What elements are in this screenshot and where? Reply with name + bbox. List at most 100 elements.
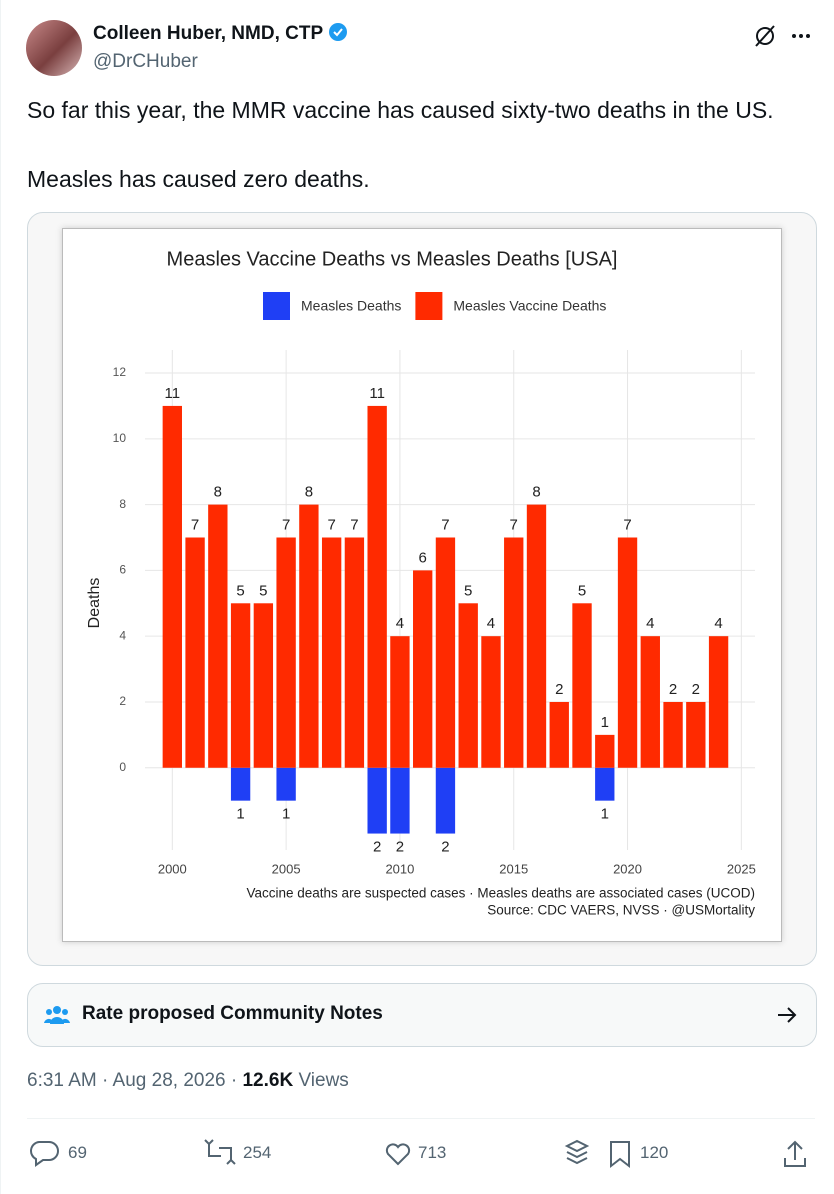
verified-badge: [329, 23, 348, 41]
value-label: 2: [396, 839, 404, 856]
value-label: 4: [396, 615, 404, 632]
bar: [549, 701, 569, 768]
bar: [617, 537, 638, 768]
chart-note: Source: CDC VAERS, NVSS · @USMortality: [487, 903, 755, 918]
avatar[interactable]: [26, 20, 82, 76]
community-notes-text[interactable]: Rate proposed Community Notes: [82, 1003, 383, 1024]
y-tick-label: 12: [113, 365, 127, 379]
bookmark-count: 120: [640, 1143, 669, 1162]
bar: [413, 570, 433, 768]
value-label: 1: [601, 806, 609, 823]
bar: [481, 636, 501, 768]
value-label: 6: [419, 549, 427, 566]
bar: [367, 767, 387, 834]
bar: [572, 603, 592, 768]
like-count: 713: [418, 1143, 447, 1162]
bar: [595, 734, 615, 768]
bar: [230, 603, 251, 768]
y-tick-label: 2: [119, 694, 126, 708]
views-label: Views: [298, 1070, 349, 1091]
bar: [640, 636, 660, 768]
value-label: 7: [623, 516, 631, 533]
post-text: Measles has caused zero deaths.: [27, 166, 370, 192]
y-tick-label: 0: [119, 760, 126, 774]
bar: [458, 603, 478, 768]
bar: [276, 537, 296, 768]
legend-label: Measles Deaths: [301, 298, 401, 314]
reply-count: 69: [68, 1143, 87, 1162]
value-label: 7: [441, 516, 449, 533]
bar: [344, 537, 365, 768]
author-handle[interactable]: @DrCHuber: [93, 51, 198, 72]
bar: [390, 636, 410, 768]
notes-icon: [44, 1006, 70, 1024]
y-tick-label: 6: [119, 563, 126, 577]
value-label: 1: [601, 714, 609, 731]
author-name-text[interactable]: Colleen Huber, NMD, CTP: [93, 23, 323, 44]
bar: [185, 537, 205, 768]
x-tick-label: 2000: [158, 861, 187, 876]
value-label: 8: [214, 484, 222, 501]
legend-swatch: [263, 292, 290, 320]
x-tick-label: 2005: [272, 861, 301, 876]
bar: [435, 537, 456, 768]
x-tick-label: 2010: [385, 861, 414, 876]
value-label: 5: [464, 582, 472, 599]
value-label: 4: [714, 615, 722, 632]
bar: [663, 701, 683, 768]
legend-swatch: [415, 292, 443, 320]
y-tick-label: 8: [119, 497, 126, 511]
bar: [208, 504, 228, 768]
value-label: 2: [669, 681, 677, 698]
value-label: 8: [532, 484, 540, 501]
views-count: 12.6K: [242, 1070, 294, 1091]
legend-label: Measles Vaccine Deaths: [453, 298, 606, 314]
bar: [253, 603, 274, 768]
value-label: 8: [305, 484, 313, 501]
chart: Measles Vaccine Deaths vs Measles Deaths…: [86, 248, 756, 918]
value-label: 2: [692, 681, 700, 698]
value-label: 1: [236, 806, 244, 823]
author-name[interactable]: Colleen Huber, NMD, CTP: [93, 22, 348, 45]
chart-note: Vaccine deaths are suspected cases · Mea…: [247, 886, 756, 901]
community-notes[interactable]: Rate proposed Community Notes: [27, 983, 817, 1047]
value-label: 7: [350, 516, 358, 533]
post-text: So far this year, the MMR vaccine has ca…: [27, 97, 774, 123]
value-label: 2: [441, 839, 449, 856]
value-label: 7: [282, 516, 290, 533]
repost-count: 254: [243, 1143, 272, 1162]
value-label: 5: [578, 582, 586, 599]
value-label: 7: [327, 516, 335, 533]
chart-title: Measles Vaccine Deaths vs Measles Deaths…: [167, 248, 618, 270]
y-tick-label: 10: [113, 431, 127, 445]
value-label: 5: [259, 582, 267, 599]
bar: [230, 767, 251, 801]
arrow-icon: [778, 1007, 797, 1023]
bar: [526, 504, 547, 768]
action-icons[interactable]: [27, 1138, 827, 1170]
value-label: 4: [646, 615, 654, 632]
header-icons[interactable]: [752, 24, 816, 48]
bar: [504, 537, 524, 768]
bar: [435, 767, 456, 834]
bar: [390, 767, 410, 834]
x-tick-label: 2025: [727, 861, 756, 876]
value-label: 5: [236, 582, 244, 599]
value-label: 1: [282, 806, 290, 823]
value-label: 2: [555, 681, 563, 698]
y-axis-label: Deaths: [86, 578, 103, 629]
value-label: 2: [373, 839, 381, 856]
timestamp[interactable]: 6:31 AM · Aug 28, 2026 ·: [27, 1070, 238, 1091]
bar: [162, 405, 182, 768]
value-label: 11: [165, 385, 181, 402]
bar: [686, 701, 706, 768]
value-label: 7: [510, 516, 518, 533]
bar: [321, 537, 342, 768]
bar: [367, 405, 387, 768]
border: [0, 0, 1, 1194]
x-tick-label: 2015: [499, 861, 528, 876]
bar: [299, 504, 319, 768]
post-meta: 6:31 AM · Aug 28, 2026 · 12.6K Views: [27, 1070, 349, 1092]
value-label: 7: [191, 516, 199, 533]
